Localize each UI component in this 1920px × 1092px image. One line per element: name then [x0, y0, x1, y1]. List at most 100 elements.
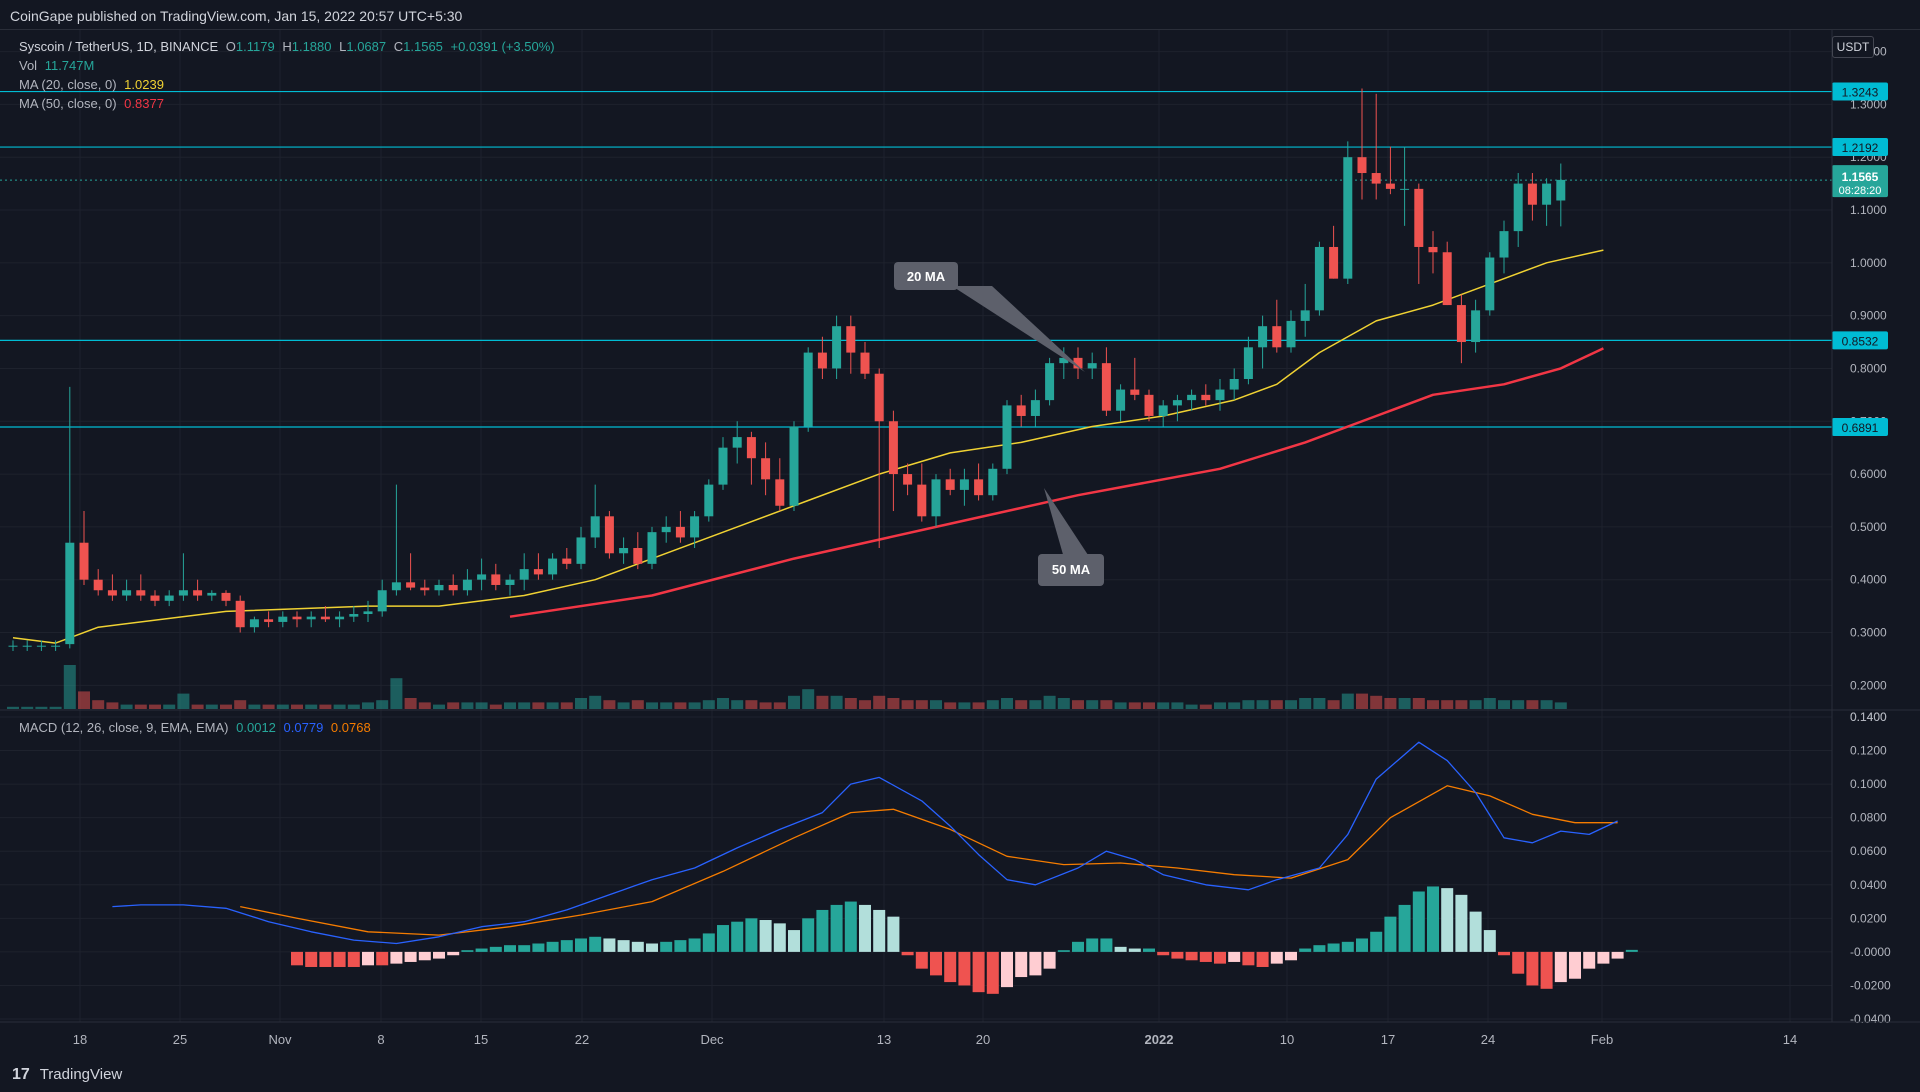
volume-bar — [319, 704, 332, 709]
macd-histogram-bar — [1228, 951, 1241, 962]
candle-body — [1357, 157, 1367, 174]
volume-bar — [504, 702, 516, 709]
candle-body — [1087, 363, 1097, 369]
macd-histogram-bar — [859, 904, 871, 952]
volume-bar — [35, 706, 48, 709]
vol-value: 11.747M — [44, 58, 95, 73]
tradingview-logo-icon[interactable]: 17 — [12, 1066, 30, 1083]
candle-body — [292, 616, 302, 620]
volume-bar — [1398, 698, 1411, 709]
candle-body — [420, 587, 430, 591]
volume-bar — [915, 700, 928, 709]
volume-bar — [276, 704, 289, 709]
macd-histogram-bar — [1370, 931, 1383, 952]
macd-histogram-bar — [915, 951, 928, 969]
time-tick-label: 18 — [73, 1032, 87, 1047]
volume-bar — [1128, 702, 1141, 709]
candle-body — [619, 548, 629, 554]
volume-bar — [759, 702, 772, 709]
macd-histogram-bar — [1356, 938, 1368, 952]
price-tick-label: 0.3000 — [1850, 626, 1887, 640]
macd-histogram-bar — [1327, 943, 1340, 952]
macd-tick-label: 0.1000 — [1850, 777, 1887, 791]
macd-histogram-bar — [972, 951, 985, 993]
macd-histogram-bar — [1611, 951, 1624, 959]
macd-histogram-bar — [930, 951, 942, 976]
volume-bar — [333, 704, 346, 709]
macd-tick-label: 0.0600 — [1850, 844, 1887, 858]
price-tick-label: 1.3000 — [1850, 97, 1887, 111]
candle-body — [1187, 394, 1197, 401]
candle-body — [1542, 183, 1552, 205]
vol-label: Vol — [19, 58, 38, 73]
macd-histogram-bar — [404, 951, 417, 962]
ma20-label: MA (20, close, 0) — [19, 77, 117, 92]
volume-bar — [1171, 702, 1184, 709]
macd-histogram-bar — [1072, 941, 1084, 952]
macd-histogram-bar — [347, 951, 360, 967]
time-tick-label: 20 — [976, 1032, 990, 1047]
macd-legend[interactable]: MACD (12, 26, close, 9, EMA, EMA) 0.0012… — [19, 719, 375, 737]
symbol-name[interactable]: Syscoin / TetherUS, 1D, BINANCE — [19, 39, 219, 54]
candle-body — [704, 484, 714, 517]
macd-histogram-bar — [745, 918, 758, 952]
macd-histogram-bar — [1171, 951, 1184, 959]
candle-body — [761, 458, 771, 480]
macd-histogram-bar — [986, 951, 999, 994]
macd-histogram-bar — [1143, 948, 1155, 952]
macd-histogram-bar — [617, 940, 630, 952]
candle-body — [107, 590, 117, 596]
volume-bar — [149, 704, 161, 709]
candle-body — [207, 592, 217, 596]
macd-histogram-bar — [1569, 951, 1581, 979]
candle-body — [349, 614, 359, 617]
callout-label: 20 MA — [907, 269, 946, 284]
candle-body — [434, 584, 444, 591]
macd-histogram-bar — [660, 941, 673, 952]
candle-body — [1527, 183, 1537, 205]
volume-legend[interactable]: Vol 11.747M — [19, 57, 98, 75]
brand-name[interactable]: TradingView — [39, 1066, 123, 1083]
volume-bar — [646, 702, 658, 709]
candle-body — [1130, 389, 1140, 395]
currency-button[interactable]: USDT — [1832, 36, 1874, 58]
volume-bar — [418, 702, 431, 709]
volume-bar — [986, 700, 999, 709]
ma50-legend[interactable]: MA (50, close, 0) 0.8377 — [19, 95, 168, 113]
candle-body — [661, 526, 671, 533]
candle-body — [746, 437, 756, 459]
ma50-line — [509, 347, 1604, 618]
macd-histogram-bar — [1341, 941, 1354, 952]
candle-body — [193, 590, 203, 596]
volume-bar — [248, 704, 261, 709]
macd-tick-label: 0.1200 — [1850, 744, 1887, 758]
volume-bar — [788, 695, 800, 709]
macd-histogram-bar — [475, 948, 488, 952]
time-tick-label: 2022 — [1145, 1032, 1174, 1047]
candle-body — [1314, 246, 1324, 311]
volume-bar — [1455, 700, 1468, 709]
candle-body — [306, 616, 316, 620]
price-tick-label: 0.4000 — [1850, 573, 1887, 587]
candle-body — [888, 421, 898, 475]
ma20-legend[interactable]: MA (20, close, 0) 1.0239 — [19, 76, 168, 94]
volume-bar — [830, 695, 843, 709]
volume-bar — [1199, 704, 1212, 709]
macd-histogram-bar — [674, 940, 687, 952]
ma20-value: 1.0239 — [124, 77, 164, 92]
candle-body — [1300, 310, 1310, 321]
candle-body — [803, 352, 813, 427]
macd-histogram-bar — [518, 945, 531, 952]
candle-body — [264, 619, 274, 622]
volume-bar — [1214, 702, 1226, 709]
macd-histogram-bar — [1554, 951, 1567, 983]
macd-histogram-bar — [305, 951, 318, 967]
macd-histogram-bar — [1199, 951, 1212, 962]
macd-histogram-bar — [1299, 948, 1312, 952]
volume-bar — [390, 678, 403, 709]
macd-line-value: 0.0779 — [283, 720, 324, 735]
symbol-legend[interactable]: Syscoin / TetherUS, 1D, BINANCE O1.1179 … — [19, 38, 559, 56]
volume-bar — [461, 702, 474, 709]
volume-bar — [617, 702, 630, 709]
